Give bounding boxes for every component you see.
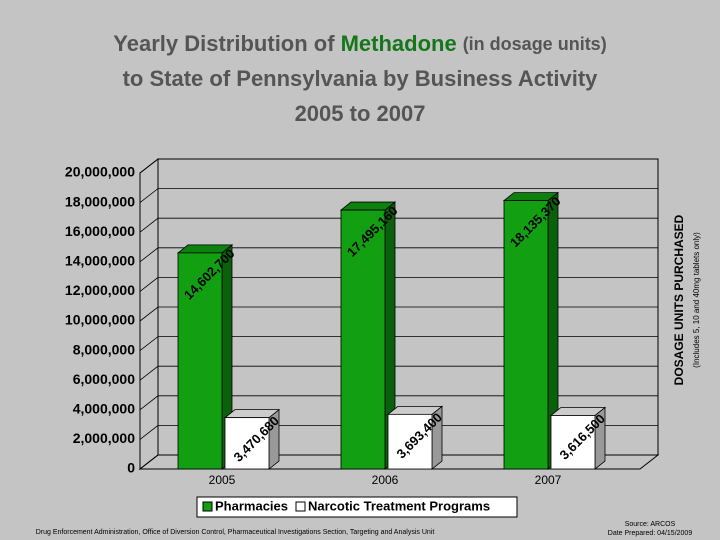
title-part: 2005 to 2007: [295, 101, 426, 126]
title-part: to State of Pennsylvania by Business Act…: [123, 66, 599, 91]
bar: [177, 252, 223, 470]
y-tick-label: 2,000,000: [73, 430, 135, 446]
grid-line: [139, 424, 658, 440]
y-tick-label: 20,000,000: [65, 164, 135, 180]
chart-title: 2005 to 2007: [295, 101, 426, 126]
bar-group: [339, 201, 397, 470]
bar-group: [386, 405, 444, 470]
y-tick-label: 10,000,000: [65, 312, 135, 328]
grid-line: [139, 306, 658, 322]
x-tick-label: 2005: [209, 473, 236, 487]
grid-line: [139, 188, 658, 203]
title-part: Yearly Distribution of: [113, 31, 335, 56]
y-tick-label: 8,000,000: [73, 341, 135, 357]
y-tick-label: 6,000,000: [73, 371, 135, 387]
grid-line: [139, 158, 658, 174]
legend-swatch: [202, 501, 213, 512]
bar: [387, 413, 433, 470]
chart-title: Yearly Distribution of Methadone (in dosag…: [113, 31, 606, 56]
grid-line: [139, 276, 658, 292]
grid-line: [139, 365, 658, 381]
date: Date Prepared: 04/15/2009: [608, 530, 693, 537]
y-tick-label: 12,000,000: [65, 282, 135, 298]
bar: [340, 209, 386, 470]
y-sublabel: (Includes 5, 10 and 40mg tablets only): [692, 232, 701, 368]
source: Source: ARCOS: [625, 521, 676, 528]
chart-title: to State of Pennsylvania by Business Act…: [123, 66, 599, 91]
grid-line: [139, 395, 658, 411]
y-tick-label: 4,000,000: [73, 401, 135, 417]
y-label: DOSAGE UNITS PURCHASED: [672, 214, 686, 385]
bar: [224, 417, 270, 470]
y-tick-label: 16,000,000: [65, 223, 135, 239]
grid-line: [139, 217, 658, 233]
legend-box: [196, 496, 518, 518]
grid-line: [139, 336, 658, 351]
title-part: Methadone: [341, 31, 457, 56]
footer: Drug Enforcement Administration, Office …: [36, 529, 435, 536]
grid-line: [139, 247, 658, 263]
legend-swatch: [295, 501, 306, 512]
x-tick-label: 2007: [535, 473, 562, 487]
y-tick-label: 14,000,000: [65, 253, 135, 269]
bar-group: [549, 406, 607, 470]
legend-label: Narcotic Treatment Programs: [308, 498, 490, 513]
title-part: (in dosage units): [463, 34, 607, 54]
bar: [550, 415, 596, 470]
y-tick-label: 0: [127, 460, 135, 476]
bar: [503, 200, 549, 470]
x-tick-label: 2006: [372, 473, 399, 487]
bar-group: [502, 191, 560, 470]
bar-group: [176, 244, 234, 470]
bar-group: [223, 408, 281, 470]
legend-label: Pharmacies: [215, 498, 288, 513]
grid-line: [139, 454, 658, 470]
y-tick-label: 18,000,000: [65, 193, 135, 209]
legend: Pharmacies Narcotic Treatment Programs: [196, 496, 518, 518]
